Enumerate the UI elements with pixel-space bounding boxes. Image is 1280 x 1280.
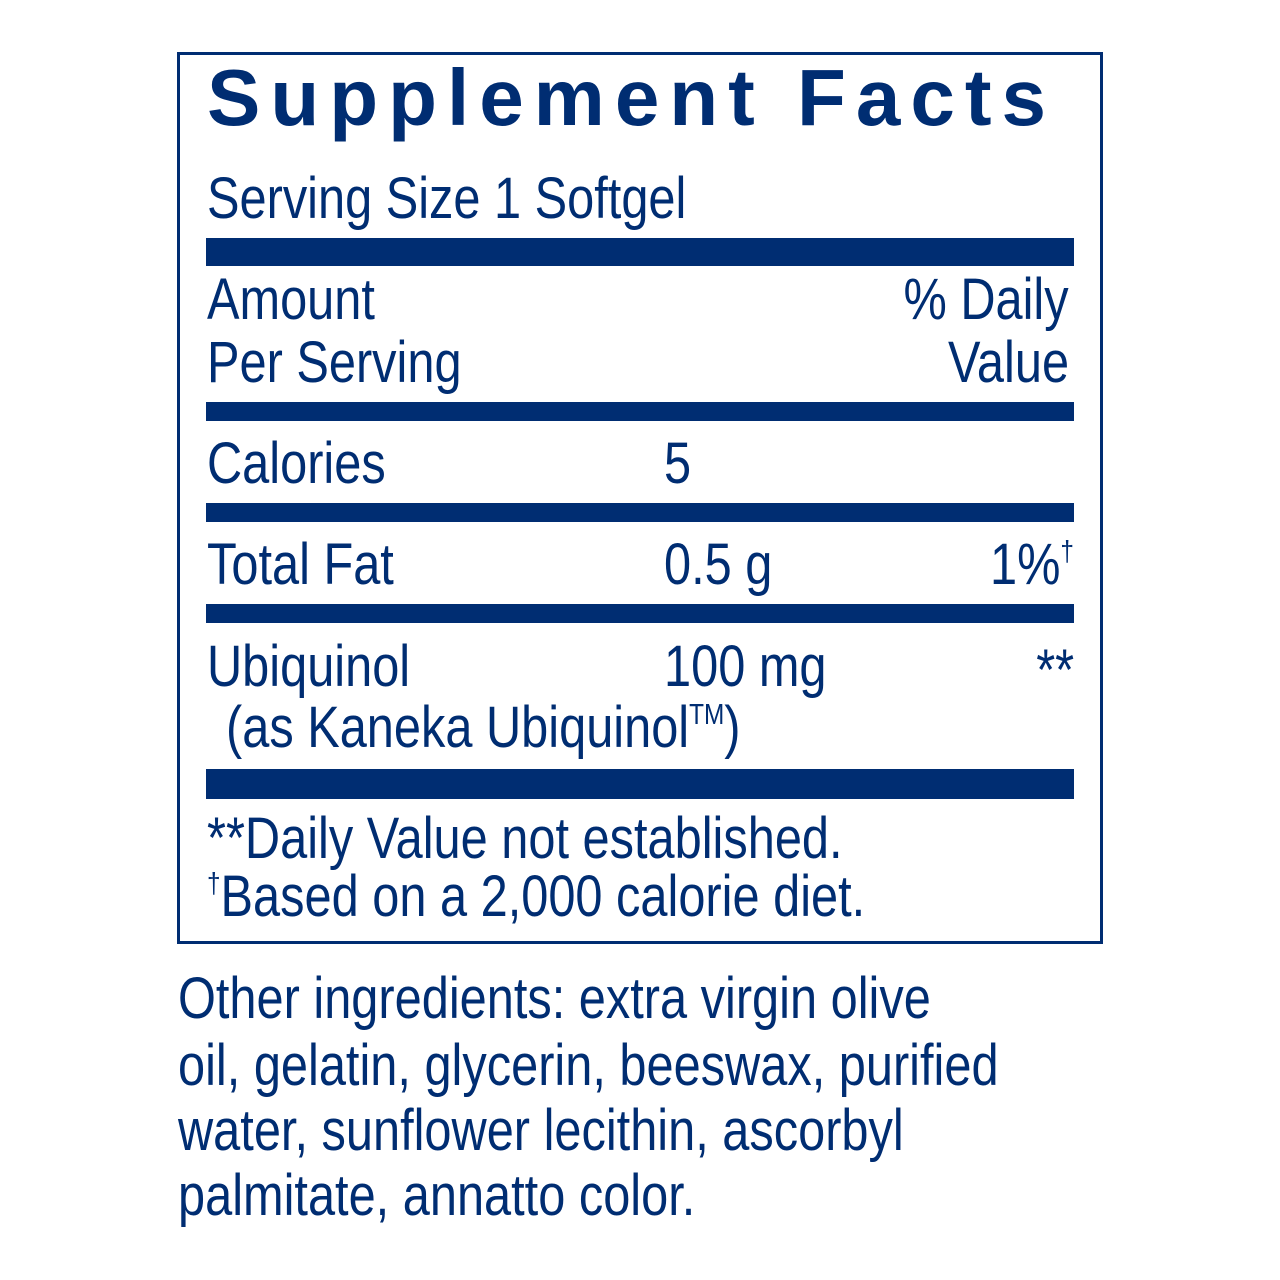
footnote-text: Based on a 2,000 calorie diet. bbox=[220, 864, 866, 929]
row-ubiquinol-dv: ** bbox=[1036, 638, 1074, 703]
other-ingredients-line: oil, gelatin, glycerin, beeswax, purifie… bbox=[178, 1033, 999, 1098]
serving-size: Serving Size 1 Softgel bbox=[207, 166, 687, 231]
row-total-fat-dv: 1%† bbox=[990, 536, 1074, 594]
other-ingredients-line: palmitate, annatto color. bbox=[178, 1163, 696, 1228]
panel-title: Supplement Facts bbox=[207, 53, 1057, 142]
row-ubiquinol-amount: 100 mg bbox=[664, 634, 827, 699]
dv-header-line2: Value bbox=[948, 330, 1069, 395]
row-total-fat-amount: 0.5 g bbox=[664, 532, 773, 597]
source-text: (as Kaneka Ubiquinol bbox=[226, 695, 690, 760]
row-ubiquinol-name: Ubiquinol bbox=[207, 634, 411, 699]
dagger-mark: † bbox=[207, 867, 221, 900]
footnote-calorie: †Based on a 2,000 calorie diet. bbox=[207, 868, 865, 926]
facts-panel-border bbox=[177, 52, 1103, 944]
other-ingredients-line: water, sunflower lecithin, ascorbyl bbox=[178, 1098, 904, 1163]
dagger-mark: † bbox=[1060, 535, 1074, 568]
dv-header-line1: % Daily bbox=[903, 267, 1069, 332]
row-calories-name: Calories bbox=[207, 431, 386, 496]
dv-value: 1% bbox=[990, 532, 1061, 597]
row-calories-amount: 5 bbox=[664, 431, 692, 496]
trademark: TM bbox=[689, 698, 725, 731]
amount-header-line1: Amount bbox=[207, 267, 375, 332]
source-close: ) bbox=[724, 695, 741, 760]
row-total-fat-name: Total Fat bbox=[207, 532, 394, 597]
divider-thick bbox=[206, 769, 1074, 799]
divider bbox=[206, 604, 1074, 623]
row-ubiquinol-source: (as Kaneka UbiquinolTM) bbox=[226, 699, 741, 757]
divider bbox=[206, 402, 1074, 421]
other-ingredients-line: Other ingredients: extra virgin olive bbox=[178, 966, 931, 1031]
divider bbox=[206, 503, 1074, 522]
footnote-dv: **Daily Value not established. bbox=[207, 806, 843, 871]
amount-header-line2: Per Serving bbox=[207, 330, 462, 395]
divider-thick bbox=[206, 238, 1074, 266]
